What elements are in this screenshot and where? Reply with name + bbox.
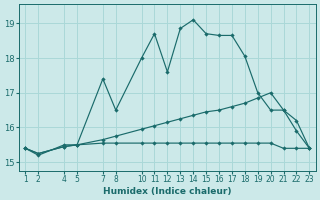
X-axis label: Humidex (Indice chaleur): Humidex (Indice chaleur) [103,187,232,196]
